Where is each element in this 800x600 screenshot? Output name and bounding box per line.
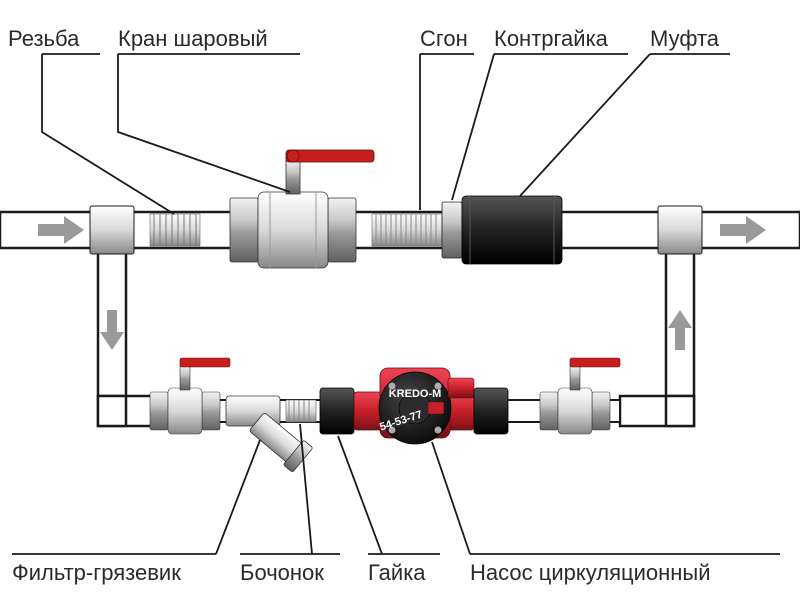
tee-left	[90, 206, 134, 254]
label-filter: Фильтр-грязевик	[12, 560, 181, 585]
label-coupling: Муфта	[650, 26, 720, 51]
union-nut-left	[320, 388, 354, 434]
label-sgon: Сгон	[420, 26, 468, 51]
label-nipple: Бочонок	[240, 560, 324, 585]
pump-brand-text: KREDO-M	[389, 388, 442, 400]
diagram-canvas: KREDO-M 54-53-77	[0, 0, 800, 600]
label-locknut: Контргайка	[494, 26, 609, 51]
tee-right	[658, 206, 702, 254]
ball-valve-small-left	[150, 358, 230, 434]
union-nut-right	[474, 388, 508, 434]
coupling	[462, 196, 562, 264]
thread-segment	[150, 214, 200, 246]
label-nut: Гайка	[368, 560, 426, 585]
sgon	[372, 214, 442, 246]
label-thread: Резьба	[8, 26, 80, 51]
label-ball-valve: Кран шаровый	[118, 26, 268, 51]
ball-valve-small-right	[540, 358, 620, 434]
ball-valve-main	[230, 150, 374, 268]
label-pump: Насос циркуляционный	[470, 560, 711, 585]
locknut	[442, 202, 462, 258]
circulation-pump: KREDO-M 54-53-77	[354, 368, 474, 444]
nipple	[286, 400, 316, 422]
